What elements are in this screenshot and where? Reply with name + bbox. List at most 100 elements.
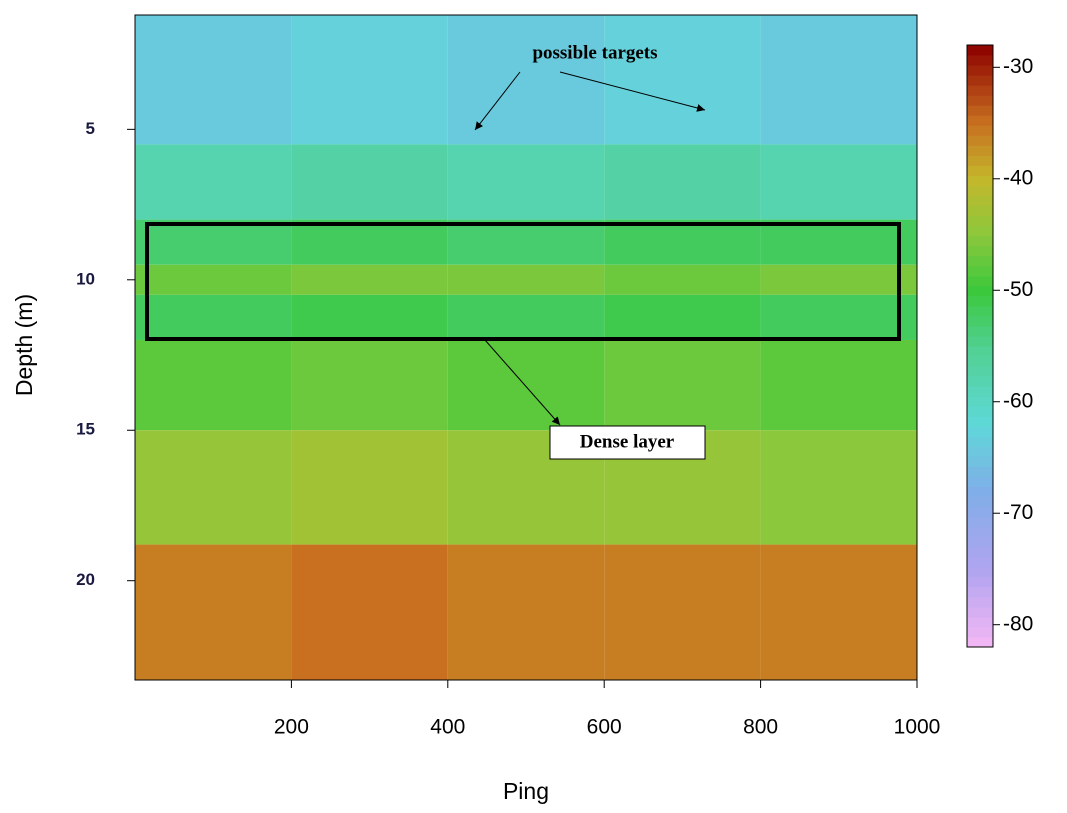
colorbar-step [967, 115, 993, 126]
heatmap-cell [761, 265, 917, 295]
colorbar-step [967, 175, 993, 186]
x-axis-label: Ping [503, 778, 549, 804]
heatmap-cell [761, 220, 917, 265]
colorbar-tick-label: -50 [1003, 278, 1033, 301]
colorbar-step [967, 587, 993, 598]
colorbar-step [967, 306, 993, 317]
colorbar-step [967, 266, 993, 277]
y-tick-label: 20 [76, 570, 95, 589]
y-tick-label: 5 [86, 119, 95, 138]
colorbar-step [967, 547, 993, 558]
heatmap-cell [448, 220, 604, 265]
heatmap-cell [291, 340, 447, 430]
heatmap-cell [448, 15, 604, 144]
heatmap-cell [135, 340, 291, 430]
x-tick-label: 1000 [894, 716, 941, 739]
colorbar-step [967, 65, 993, 76]
colorbar-step [967, 476, 993, 487]
heatmap-cell [135, 295, 291, 340]
heatmap-cell [291, 430, 447, 544]
heatmap-cell [291, 15, 447, 144]
colorbar-step [967, 196, 993, 207]
colorbar-step [967, 346, 993, 357]
y-tick-label: 10 [76, 269, 95, 288]
colorbar-step [967, 597, 993, 608]
colorbar-step [967, 416, 993, 427]
colorbar-step [967, 446, 993, 457]
colorbar-step [967, 577, 993, 588]
x-tick-label: 400 [430, 716, 465, 739]
colorbar-step [967, 406, 993, 417]
heatmap-cell [761, 430, 917, 544]
colorbar-step [967, 296, 993, 307]
heatmap-cell [604, 340, 760, 430]
colorbar-step [967, 486, 993, 497]
colorbar-step [967, 276, 993, 287]
colorbar-step [967, 95, 993, 106]
heatmap-cell [604, 295, 760, 340]
x-tick-label: 800 [743, 716, 778, 739]
heatmap-cell [448, 144, 604, 219]
heatmap-cell [604, 220, 760, 265]
heatmap-cell [761, 340, 917, 430]
y-tick-label: 15 [76, 420, 95, 439]
colorbar-tick-label: -70 [1003, 501, 1033, 524]
heatmap-cell [135, 545, 291, 680]
annotation: possible targets [532, 42, 657, 63]
colorbar-step [967, 567, 993, 578]
y-axis-label: Depth (m) [11, 294, 37, 396]
colorbar-step [967, 607, 993, 618]
heatmap-cell [135, 15, 291, 144]
colorbar-tick-label: -60 [1003, 389, 1033, 412]
heatmap-cell [448, 295, 604, 340]
colorbar-step [967, 286, 993, 297]
colorbar-step [967, 466, 993, 477]
colorbar-step [967, 637, 993, 648]
colorbar-step [967, 145, 993, 156]
colorbar: -30-40-50-60-70-80 [967, 45, 1033, 648]
heatmap-cell [604, 545, 760, 680]
heatmap-cell [135, 430, 291, 544]
colorbar-step [967, 236, 993, 247]
colorbar-step [967, 246, 993, 257]
heatmap-cell [291, 220, 447, 265]
colorbar-step [967, 125, 993, 136]
colorbar-step [967, 45, 993, 56]
colorbar-step [967, 366, 993, 377]
colorbar-step [967, 456, 993, 467]
x-tick-label: 600 [587, 716, 622, 739]
colorbar-step [967, 507, 993, 518]
colorbar-step [967, 627, 993, 638]
colorbar-step [967, 226, 993, 237]
colorbar-step [967, 386, 993, 397]
colorbar-step [967, 557, 993, 568]
colorbar-step [967, 376, 993, 387]
colorbar-step [967, 326, 993, 337]
heatmap-cell [761, 15, 917, 144]
colorbar-step [967, 356, 993, 367]
colorbar-tick-label: -40 [1003, 166, 1033, 189]
colorbar-step [967, 206, 993, 217]
colorbar-step [967, 105, 993, 116]
colorbar-step [967, 256, 993, 267]
colorbar-step [967, 155, 993, 166]
colorbar-step [967, 75, 993, 86]
colorbar-step [967, 537, 993, 548]
heatmap-cell [291, 295, 447, 340]
colorbar-step [967, 185, 993, 196]
heatmap-cell [604, 144, 760, 219]
colorbar-step [967, 426, 993, 437]
heatmap-cell [135, 144, 291, 219]
heatmap-cell [448, 545, 604, 680]
colorbar-step [967, 436, 993, 447]
colorbar-step [967, 617, 993, 628]
annotation: Dense layer [580, 431, 675, 452]
heatmap-cell [135, 220, 291, 265]
colorbar-step [967, 316, 993, 327]
colorbar-step [967, 85, 993, 96]
colorbar-tick-label: -80 [1003, 612, 1033, 635]
heatmap-cell [761, 144, 917, 219]
heatmap-cell [448, 340, 604, 430]
heatmap-cell [448, 265, 604, 295]
